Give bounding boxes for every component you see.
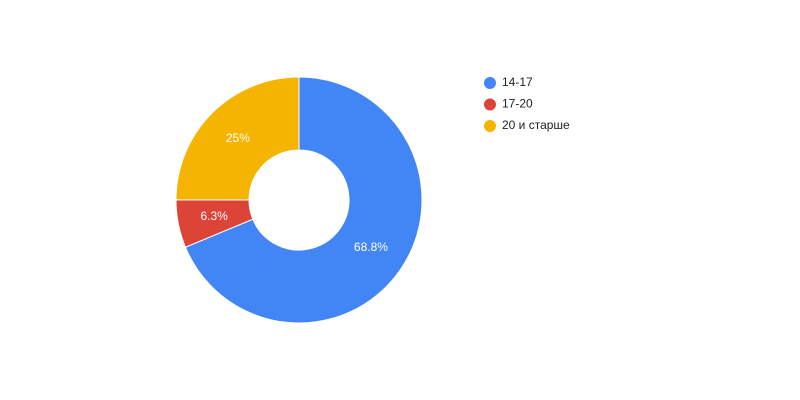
slice-label: 68.8%	[354, 240, 388, 254]
slice-label: 6.3%	[200, 209, 228, 223]
slice	[175, 76, 300, 201]
legend-label: 14-17	[502, 75, 533, 89]
legend-swatch	[484, 77, 496, 89]
legend-swatch	[484, 120, 496, 132]
slice	[184, 76, 423, 324]
slice-label: 25%	[226, 131, 250, 145]
legend-swatch	[484, 98, 496, 111]
legend-label: 17-20	[502, 97, 533, 111]
legend-label: 20 и старше	[502, 118, 570, 132]
